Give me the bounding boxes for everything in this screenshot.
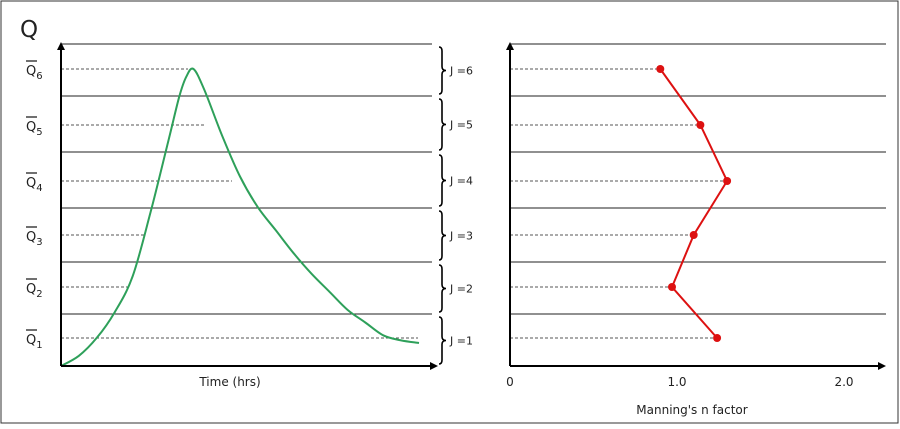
j-brace: [438, 210, 447, 261]
j-braces: J =1 J =2 J =3 J =4 J =5 J =6: [438, 46, 473, 365]
right-guide-lines: [510, 68, 728, 339]
x-tick-label: 1.0: [667, 375, 686, 389]
hydrograph-curve: [60, 67, 420, 367]
j-label: J =2: [449, 283, 473, 296]
right-x-arrow: [878, 362, 886, 370]
manning-point: [713, 334, 722, 342]
q-label-5: Q5: [26, 120, 43, 138]
x-tick-label: 2.0: [834, 375, 853, 389]
figure-title: Q: [20, 17, 38, 43]
j-label: J =6: [449, 65, 473, 78]
j-brace: [438, 46, 447, 95]
j-label: J =4: [449, 175, 473, 188]
left-band-lines: [61, 43, 432, 315]
manning-point: [696, 121, 705, 129]
q-label-1: Q1: [26, 333, 43, 351]
j-label: J =5: [449, 119, 473, 132]
right-y-arrow: [506, 42, 514, 50]
q-label-2: Q2: [26, 282, 43, 300]
manning-point: [667, 283, 676, 291]
left-x-arrow: [430, 362, 438, 370]
q-label-6: Q6: [26, 64, 43, 82]
left-guide-lines: [61, 68, 418, 339]
manning-points: [656, 65, 732, 342]
j-brace: [438, 98, 447, 151]
right-x-label: Manning's n factor: [636, 403, 747, 417]
left-x-label: Time (hrs): [198, 375, 260, 389]
manning-series-line: [659, 68, 729, 339]
left-q-labels: Q1 Q2 Q3 Q4 Q5 Q6: [26, 60, 43, 351]
right-axes: [506, 42, 886, 370]
right-band-lines: [510, 43, 886, 315]
left-y-arrow: [57, 42, 65, 50]
j-brace: [438, 154, 447, 207]
q-label-4: Q4: [26, 176, 43, 194]
x-tick-label: 0: [506, 375, 514, 389]
j-label: J =3: [449, 230, 473, 243]
manning-point: [656, 65, 665, 73]
manning-point: [723, 177, 732, 185]
manning-point: [689, 231, 698, 239]
j-brace: [438, 264, 447, 313]
j-label: J =1: [449, 335, 473, 348]
q-label-3: Q3: [26, 230, 43, 248]
left-axes: [57, 42, 438, 370]
j-brace: [438, 316, 447, 365]
right-x-ticks: 0 1.0 2.0: [506, 375, 853, 389]
